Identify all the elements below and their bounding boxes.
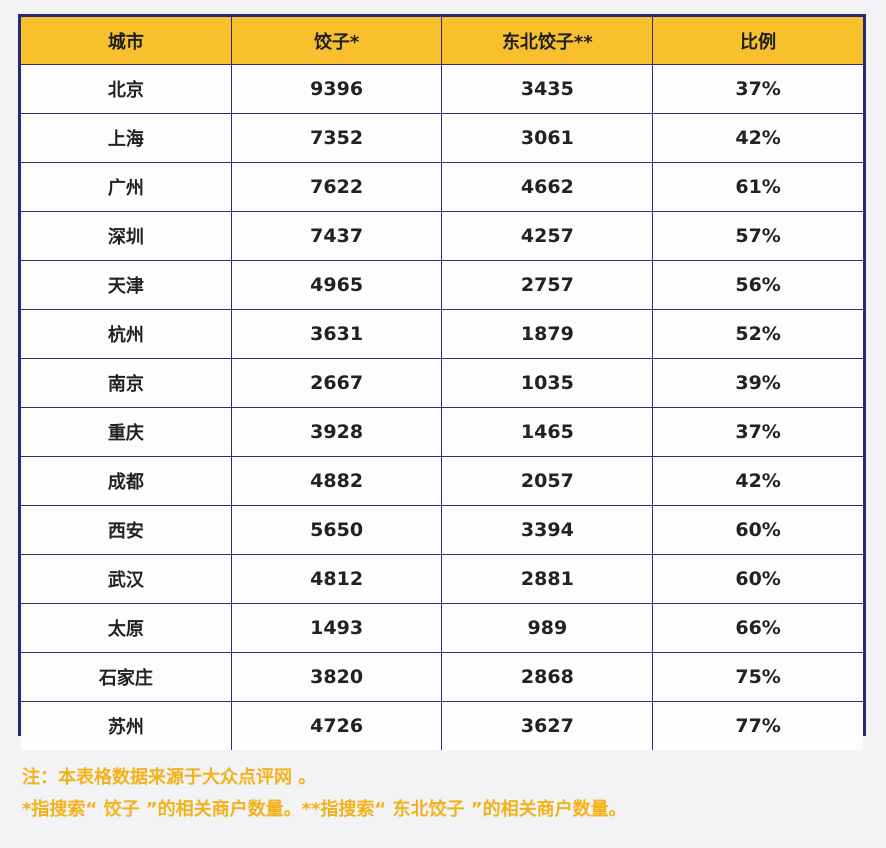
cell-dumplings: 4965 <box>230 260 443 310</box>
cell-dumplings: 1493 <box>230 603 443 653</box>
table-row: 武汉 4812 2881 60% <box>21 554 863 604</box>
header-city: 城市 <box>21 17 232 65</box>
header-dumplings: 饺子* <box>230 17 443 65</box>
cell-northeast-dumplings: 2868 <box>441 652 654 702</box>
table-row: 南京 2667 1035 39% <box>21 358 863 408</box>
table-row: 重庆 3928 1465 37% <box>21 407 863 457</box>
table-row: 上海 7352 3061 42% <box>21 113 863 163</box>
table-row: 杭州 3631 1879 52% <box>21 309 863 359</box>
cell-ratio: 56% <box>652 260 863 310</box>
data-table-container: 城市 饺子* 东北饺子** 比例 北京 9396 3435 37% 上海 7352 3061… <box>18 14 866 750</box>
cell-northeast-dumplings: 2057 <box>441 456 654 506</box>
cell-dumplings: 5650 <box>230 505 443 555</box>
footnote-definition: *指搜索“ 饺子 ”的相关商户数量。**指搜索“ 东北饺子 ”的相关商户数量。 <box>22 799 627 820</box>
table-row: 石家庄 3820 2868 75% <box>21 652 863 702</box>
cell-dumplings: 4726 <box>230 701 443 750</box>
cell-northeast-dumplings: 2757 <box>441 260 654 310</box>
cell-city: 杭州 <box>21 309 232 359</box>
cell-ratio: 57% <box>652 211 863 261</box>
cell-city: 上海 <box>21 113 232 163</box>
table-header-row: 城市 饺子* 东北饺子** 比例 <box>21 17 863 65</box>
cell-city: 成都 <box>21 456 232 506</box>
cell-northeast-dumplings: 3627 <box>441 701 654 750</box>
cell-city: 南京 <box>21 358 232 408</box>
header-northeast-dumplings: 东北饺子** <box>441 17 654 65</box>
cell-ratio: 60% <box>652 554 863 604</box>
table-row: 深圳 7437 4257 57% <box>21 211 863 261</box>
cell-northeast-dumplings: 4662 <box>441 162 654 212</box>
cell-ratio: 66% <box>652 603 863 653</box>
footnote: 注：本表格数据来源于大众点评网 。 *指搜索“ 饺子 ”的相关商户数量。**指搜… <box>22 762 872 826</box>
cell-city: 广州 <box>21 162 232 212</box>
cell-dumplings: 7352 <box>230 113 443 163</box>
cell-northeast-dumplings: 3061 <box>441 113 654 163</box>
cell-ratio: 37% <box>652 64 863 114</box>
cell-ratio: 61% <box>652 162 863 212</box>
cell-northeast-dumplings: 2881 <box>441 554 654 604</box>
cell-northeast-dumplings: 989 <box>441 603 654 653</box>
cell-city: 天津 <box>21 260 232 310</box>
cell-dumplings: 3631 <box>230 309 443 359</box>
table-row: 西安 5650 3394 60% <box>21 505 863 555</box>
table-row: 太原 1493 989 66% <box>21 603 863 653</box>
cell-dumplings: 3928 <box>230 407 443 457</box>
cell-ratio: 60% <box>652 505 863 555</box>
table-row: 天津 4965 2757 56% <box>21 260 863 310</box>
table-row: 成都 4882 2057 42% <box>21 456 863 506</box>
cell-ratio: 75% <box>652 652 863 702</box>
cell-city: 深圳 <box>21 211 232 261</box>
cell-ratio: 42% <box>652 456 863 506</box>
cell-northeast-dumplings: 1465 <box>441 407 654 457</box>
cell-northeast-dumplings: 3435 <box>441 64 654 114</box>
cell-dumplings: 3820 <box>230 652 443 702</box>
cell-dumplings: 2667 <box>230 358 443 408</box>
cell-northeast-dumplings: 3394 <box>441 505 654 555</box>
cell-ratio: 39% <box>652 358 863 408</box>
table-row: 广州 7622 4662 61% <box>21 162 863 212</box>
cell-northeast-dumplings: 4257 <box>441 211 654 261</box>
cell-ratio: 42% <box>652 113 863 163</box>
table-row: 苏州 4726 3627 77% <box>21 701 863 750</box>
cell-northeast-dumplings: 1035 <box>441 358 654 408</box>
cell-dumplings: 4812 <box>230 554 443 604</box>
cell-city: 武汉 <box>21 554 232 604</box>
cell-city: 太原 <box>21 603 232 653</box>
cell-dumplings: 7622 <box>230 162 443 212</box>
table-body: 北京 9396 3435 37% 上海 7352 3061 42% 广州 7622 4662 61% 深… <box>21 64 863 750</box>
table-row: 北京 9396 3435 37% <box>21 64 863 114</box>
cell-dumplings: 4882 <box>230 456 443 506</box>
cell-dumplings: 9396 <box>230 64 443 114</box>
cell-city: 重庆 <box>21 407 232 457</box>
footnote-source: 注：本表格数据来源于大众点评网 。 <box>22 767 317 788</box>
header-ratio: 比例 <box>652 17 863 65</box>
cell-city: 苏州 <box>21 701 232 750</box>
cell-ratio: 52% <box>652 309 863 359</box>
cell-city: 西安 <box>21 505 232 555</box>
cell-ratio: 37% <box>652 407 863 457</box>
cell-northeast-dumplings: 1879 <box>441 309 654 359</box>
cell-city: 石家庄 <box>21 652 232 702</box>
cell-dumplings: 7437 <box>230 211 443 261</box>
cell-city: 北京 <box>21 64 232 114</box>
cell-ratio: 77% <box>652 701 863 750</box>
dumpling-merchant-table: 城市 饺子* 东北饺子** 比例 北京 9396 3435 37% 上海 7352 3061… <box>21 17 863 750</box>
